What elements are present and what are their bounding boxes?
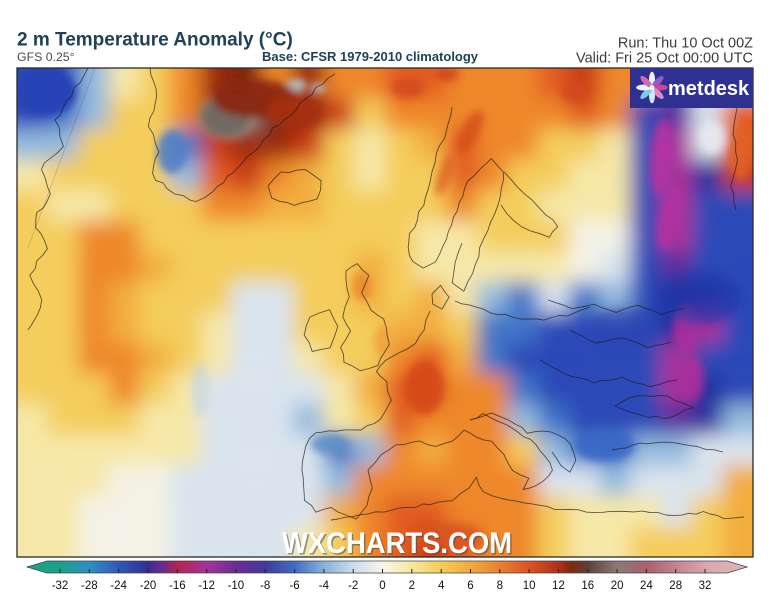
svg-text:-28: -28: [81, 580, 98, 592]
svg-text:WXCHARTS.COM: WXCHARTS.COM: [282, 527, 512, 560]
svg-text:8: 8: [497, 580, 503, 592]
svg-text:12: 12: [552, 580, 565, 592]
svg-text:-16: -16: [169, 580, 186, 592]
svg-text:WXCHARTS.COM: WXCHARTS.COM: [284, 529, 514, 562]
svg-text:10: 10: [523, 580, 536, 592]
svg-text:20: 20: [611, 580, 624, 592]
svg-text:Base: CFSR 1979-2010 climatolo: Base: CFSR 1979-2010 climatology: [262, 49, 479, 64]
svg-text:GFS 0.25°: GFS 0.25°: [17, 50, 75, 64]
svg-text:0: 0: [379, 580, 385, 592]
svg-text:2 m Temperature Anomaly (°C): 2 m Temperature Anomaly (°C): [17, 30, 293, 51]
svg-text:32: 32: [699, 580, 712, 592]
svg-text:24: 24: [640, 580, 653, 592]
svg-text:-12: -12: [198, 580, 215, 592]
svg-text:-20: -20: [140, 580, 157, 592]
svg-text:metdesk: metdesk: [668, 78, 750, 100]
svg-text:2: 2: [409, 580, 415, 592]
svg-text:Run: Thu 10 Oct 00Z: Run: Thu 10 Oct 00Z: [618, 36, 753, 52]
svg-text:16: 16: [581, 580, 594, 592]
svg-text:28: 28: [669, 580, 682, 592]
svg-text:-10: -10: [228, 580, 245, 592]
svg-text:-2: -2: [348, 580, 358, 592]
svg-text:-6: -6: [289, 580, 299, 592]
svg-text:-8: -8: [260, 580, 270, 592]
svg-text:-4: -4: [319, 580, 330, 592]
svg-text:Valid: Fri 25 Oct 00:00 UTC: Valid: Fri 25 Oct 00:00 UTC: [576, 51, 753, 67]
svg-text:-24: -24: [110, 580, 127, 592]
svg-text:-32: -32: [52, 580, 69, 592]
svg-text:6: 6: [467, 580, 473, 592]
svg-text:4: 4: [438, 580, 445, 592]
